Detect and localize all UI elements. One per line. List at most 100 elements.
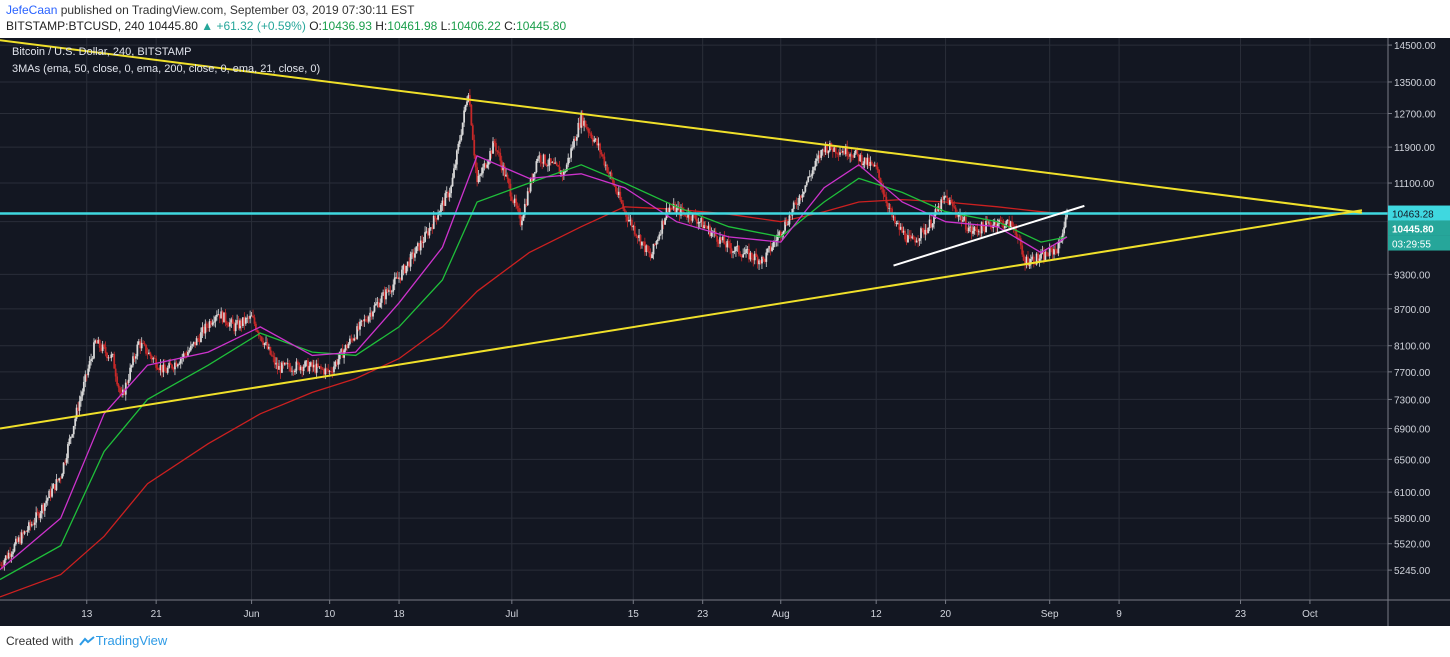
price-tick-label: 13500.00 [1394,78,1436,89]
indicator-legend[interactable]: 3MAs (ema, 50, close, 0, ema, 200, close… [12,63,321,75]
candle-up [839,152,841,155]
time-axis[interactable]: 13 21 Jun 10 18 Jul 15 23 Aug 12 20 Sep 9 23 Oct [0,599,1450,620]
candle-up [565,164,568,172]
candle-down [912,236,915,240]
drawings [0,39,1388,430]
candle-down [403,265,406,274]
candle-up [797,203,799,205]
candle-down [296,361,299,363]
candle-down [32,524,35,526]
candle-up [454,164,457,169]
candle-up [67,444,69,459]
candle-down [836,153,839,155]
candle-up [656,239,659,242]
candle-up [308,365,311,372]
candle-down [327,368,330,372]
candle-down [139,341,142,349]
candle-up [26,530,29,532]
candle-up [463,110,466,123]
candle-down [202,327,205,334]
candle-down [247,317,250,319]
candle-up [444,193,447,206]
candle-up [1031,256,1034,260]
candle-down [161,365,163,373]
candle-down [587,128,590,133]
candle-up [703,225,706,229]
candle-up [286,363,289,365]
price-tick-label: 8100.00 [1394,342,1431,353]
candle-up [48,490,51,499]
candle-down [882,189,885,195]
candle-down [307,360,309,372]
candle-down [389,290,392,292]
price-chart[interactable]: 14500.00 13500.00 12700.00 11900.00 11100.00… [0,38,1450,626]
candle-up [90,359,92,362]
candle-down [0,564,1,566]
candle-down [490,150,493,154]
candle-up [127,379,130,384]
candle-down [599,143,601,153]
chart-background [0,38,1450,626]
candle-down [976,229,979,233]
candle-up [538,155,541,159]
candle-up [1003,226,1006,229]
candle-down [917,240,920,242]
price-tick-label: 5800.00 [1394,514,1431,525]
candle-up [944,195,947,197]
candle-down [720,237,723,241]
last-price: 10445.80 [147,19,198,33]
candle-up [208,321,211,328]
candle-up [928,219,931,228]
candle-up [200,332,202,343]
grid-lines [0,38,1388,600]
candle-down [396,277,399,279]
candle-down [545,164,548,166]
candle-up [401,269,403,280]
candle-down [224,312,227,323]
candle-down [584,120,587,128]
candle-up [802,191,805,195]
candle-down [727,241,730,244]
candle-up [405,265,408,274]
candle-down [983,227,986,233]
price-axis[interactable]: 14500.00 13500.00 12700.00 11900.00 11100.00… [1387,38,1436,626]
candle-up [487,160,490,165]
candle-up [385,289,387,300]
candle-down [889,208,892,209]
candle-down [279,366,282,373]
candle-up [743,253,746,255]
candle-down [1056,250,1058,254]
candle-up [166,367,169,373]
candle-down [847,156,850,157]
candle-up [337,359,340,365]
candle-down [301,366,304,372]
candle-up [577,122,580,138]
candle-up [17,537,20,542]
candle-up [450,186,452,194]
candle-down [685,216,688,218]
candle-down [921,228,924,229]
candle-down [574,138,577,141]
candle-down [723,236,726,245]
candle-down [346,344,348,349]
candle-down [1016,237,1019,239]
candle-up [782,230,785,235]
candle-down [752,258,755,261]
candle-up [967,227,970,232]
candle-up [745,249,747,254]
candle-up [554,162,557,164]
candle-up [419,240,422,251]
candle-up [784,221,786,231]
candle-up [768,246,771,249]
candle-up [920,228,922,239]
author-link[interactable]: JefeCaan [6,3,58,17]
ema200-line [0,198,1068,598]
candle-down [1021,245,1024,255]
tradingview-brand[interactable]: TradingView [95,633,168,648]
candle-up [3,560,6,566]
candle-up [437,215,439,220]
candle-up [632,226,635,228]
candle-up [1053,249,1055,255]
candle-down [737,245,740,254]
candle-up [429,227,432,229]
